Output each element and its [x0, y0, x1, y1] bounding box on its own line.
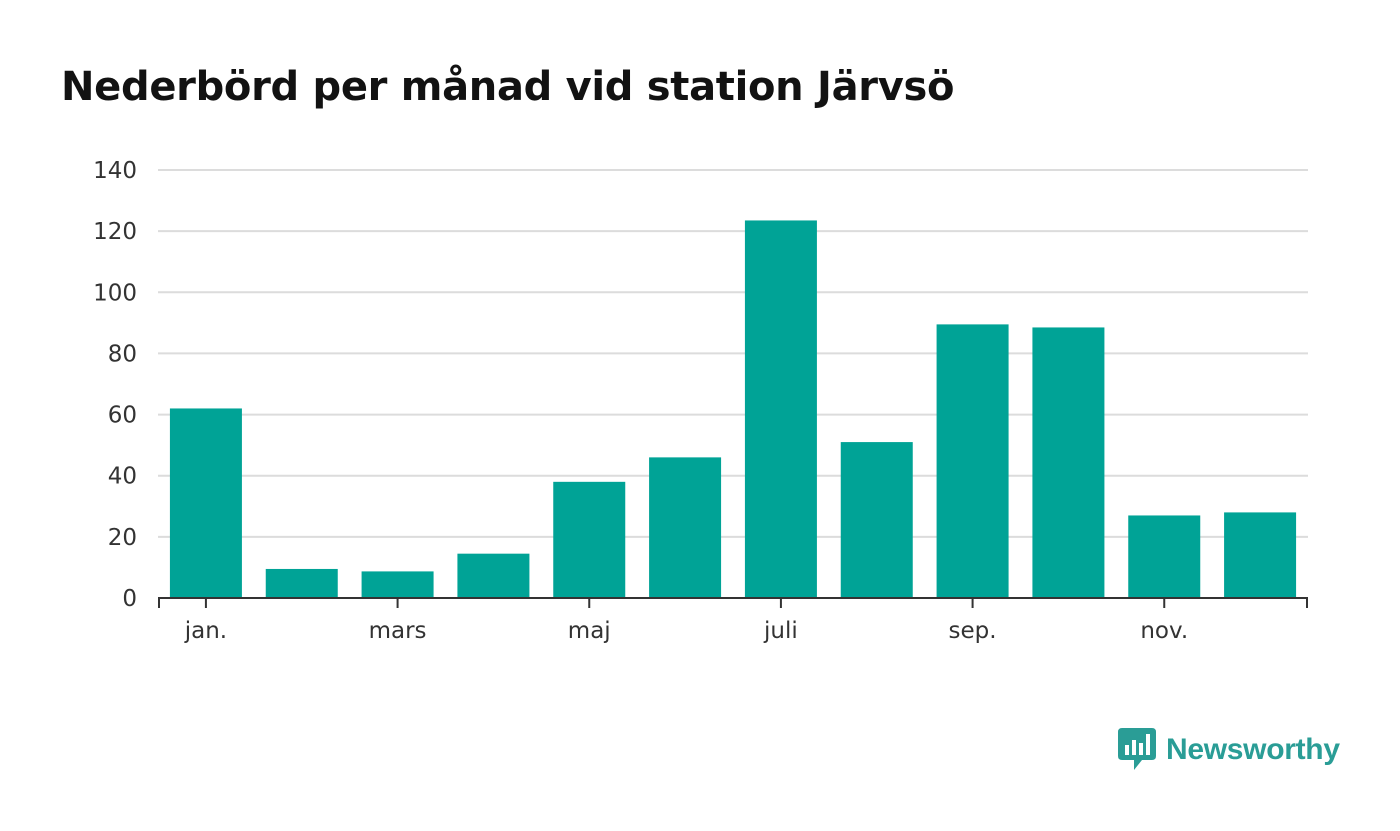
bar — [744, 220, 817, 598]
y-axis-labels: 0 20 40 60 80 100 120 140 — [93, 158, 137, 612]
y-tick-label: 0 — [122, 586, 137, 612]
y-tick-label: 120 — [93, 219, 137, 245]
bar — [361, 571, 434, 598]
x-tick-label: jan. — [184, 618, 227, 644]
x-axis — [158, 597, 1308, 608]
gridlines — [158, 169, 1308, 538]
bar — [840, 442, 913, 598]
bar — [649, 457, 722, 598]
bar — [265, 568, 338, 598]
y-tick-label: 60 — [108, 403, 137, 429]
newsworthy-logo-icon — [1118, 728, 1156, 770]
bar — [1128, 515, 1201, 598]
bar — [1224, 512, 1297, 598]
x-axis-labels: jan. mars maj juli sep. nov. — [184, 618, 1188, 644]
bars — [169, 220, 1297, 598]
x-tick-label: maj — [568, 618, 611, 644]
newsworthy-logo: Newsworthy — [1118, 728, 1340, 772]
y-tick-label: 20 — [108, 525, 137, 551]
bar — [457, 553, 530, 598]
y-tick-label: 100 — [93, 280, 137, 306]
bar — [936, 324, 1009, 598]
y-tick-label: 40 — [108, 464, 137, 490]
brand-name: Newsworthy — [1166, 733, 1340, 766]
bar — [553, 481, 626, 598]
x-tick-label: juli — [763, 618, 798, 644]
x-tick-label: sep. — [949, 618, 997, 644]
y-tick-label: 140 — [93, 158, 137, 184]
bar — [1032, 327, 1105, 598]
y-tick-label: 80 — [108, 341, 137, 367]
bar — [169, 408, 242, 598]
chart-title: Nederbörd per månad vid station Järvsö — [61, 64, 955, 110]
x-tick-label: nov. — [1140, 618, 1188, 644]
x-tick-label: mars — [369, 618, 427, 644]
